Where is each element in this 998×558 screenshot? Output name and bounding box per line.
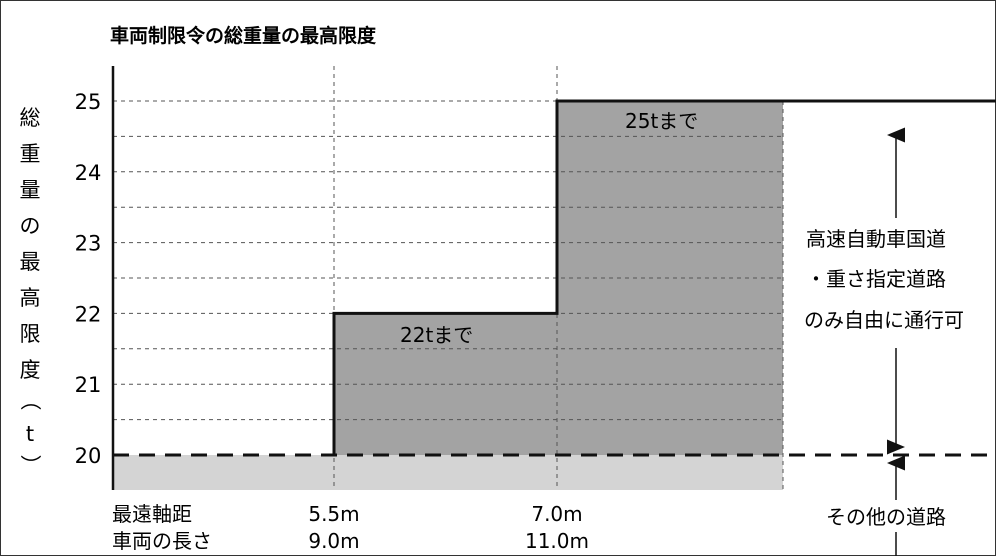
x-row-label-axle-distance: 最遠軸距 [112, 502, 192, 526]
x-tick-5.5m: 5.5m [308, 502, 359, 526]
x-tick-9.0m: 9.0m [308, 529, 359, 553]
y-tick-20: 20 [75, 444, 102, 468]
annotation-line: 高速自動車国道 [806, 227, 946, 251]
y-tick-24: 24 [75, 161, 102, 185]
step-label-22t: 22tまで [400, 323, 473, 347]
y-tick-22: 22 [75, 302, 102, 326]
lower-annotation: その他の道路 [815, 500, 975, 532]
ylabel-char: 重 [20, 142, 41, 166]
annotation-backdrop [795, 218, 995, 348]
x-tick-7.0m: 7.0m [531, 502, 582, 526]
ylabel-char: 度 [20, 358, 41, 382]
y-tick-25: 25 [75, 90, 102, 114]
annotation-backdrop [815, 500, 975, 532]
chart-title: 車両制限令の総重量の最高限度 [110, 24, 377, 47]
y-tick-23: 23 [75, 232, 102, 256]
step-label-25t: 25tまで [625, 109, 698, 133]
y-axis-label: 総 重 量 の 最 高 限 度 （ t ） [18, 106, 42, 476]
x-row-label-vehicle-length: 車両の長さ [112, 529, 212, 553]
ylabel-char: ） [18, 455, 42, 476]
y-tick-21: 21 [75, 373, 102, 397]
ylabel-char: の [20, 214, 41, 238]
annotation-line: ・重さ指定道路 [806, 267, 946, 291]
y-tick-labels: 20 21 22 23 24 25 [75, 90, 102, 468]
max-weight-step-line [332, 99, 996, 455]
ylabel-char: 量 [20, 178, 41, 202]
upper-annotation: 高速自動車国道 ・重さ指定道路 のみ自由に通行可 [795, 218, 995, 348]
light-region [113, 455, 783, 490]
ylabel-char: 限 [20, 322, 41, 346]
ylabel-char: t [26, 422, 34, 446]
ylabel-char: （ [18, 390, 42, 411]
ylabel-char: 総 [20, 106, 41, 130]
annotation-other-roads: その他の道路 [826, 505, 946, 529]
x-tick-11.0m: 11.0m [525, 529, 589, 553]
x-axis-labels: 最遠軸距 車両の長さ 5.5m 7.0m 9.0m 11.0m [112, 502, 589, 553]
ylabel-char: 高 [20, 286, 41, 310]
annotation-line: のみ自由に通行可 [804, 308, 964, 332]
ylabel-char: 最 [20, 250, 41, 274]
